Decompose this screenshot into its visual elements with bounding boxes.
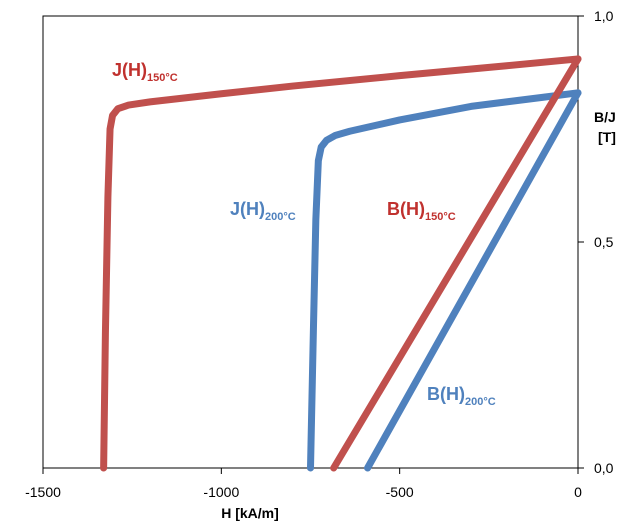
x-tick-label: -1500 [25,484,61,500]
series-label-b-150-main: B(H) [387,199,425,219]
x-tick-label: -500 [386,484,414,500]
series-line-b-200 [368,93,578,468]
series-layer [104,59,578,468]
series-label-b-200-sub: 200°C [465,396,496,408]
series-label-b-200-main: B(H) [427,384,465,404]
series-label-j-200: J(H)200°C [230,199,296,223]
y-tick-label: 0,5 [594,234,614,250]
series-label-b-150-sub: 150°C [425,211,456,223]
series-label-b-150: B(H)150°C [387,199,456,223]
y-tick-label: 0,0 [594,460,614,476]
y-axis-title-line2: [T] [598,129,616,145]
series-line-j-150 [104,59,578,468]
y-tick-label: 1,0 [594,8,614,24]
series-label-j-200-sub: 200°C [265,211,296,223]
y-axis-title-line1: B/J [594,109,616,125]
series-line-b-150 [334,59,578,468]
x-tick-label: 0 [574,484,582,500]
series-label-j-150: J(H)150°C [112,60,178,84]
series-label-j-200-main: J(H) [230,199,265,219]
x-tick-label: -1000 [203,484,239,500]
series-label-b-200: B(H)200°C [427,384,496,408]
x-axis-title: H [kA/m] [221,505,279,521]
series-label-j-150-main: J(H) [112,60,147,80]
series-label-j-150-sub: 150°C [147,72,178,84]
